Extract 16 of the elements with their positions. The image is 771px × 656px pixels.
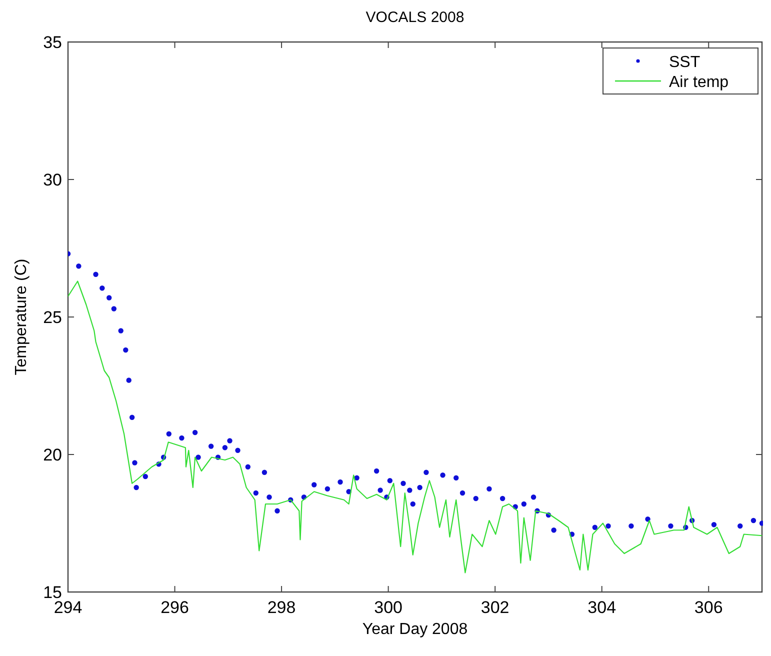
chart-title: VOCALS 2008 [366,9,464,26]
x-tick-label: 296 [160,598,189,617]
x-tick-label: 302 [480,598,510,617]
x-tick-label: 300 [374,598,402,617]
y-tick-label: 35 [43,33,62,52]
y-axis-title: Temperature (C) [13,258,30,376]
x-axis-title: Year Day 2008 [362,621,468,638]
legend-label: Air temp [669,74,729,91]
y-tick-label: 30 [43,170,62,190]
x-tick-label: 298 [267,598,296,617]
y-tick-label: 25 [43,308,62,327]
y-tick-label: 20 [43,446,62,464]
legend-label: SST [669,54,700,71]
x-tick-label: 306 [694,598,723,617]
x-tick-label: 304 [588,598,616,617]
line-series [68,280,763,574]
